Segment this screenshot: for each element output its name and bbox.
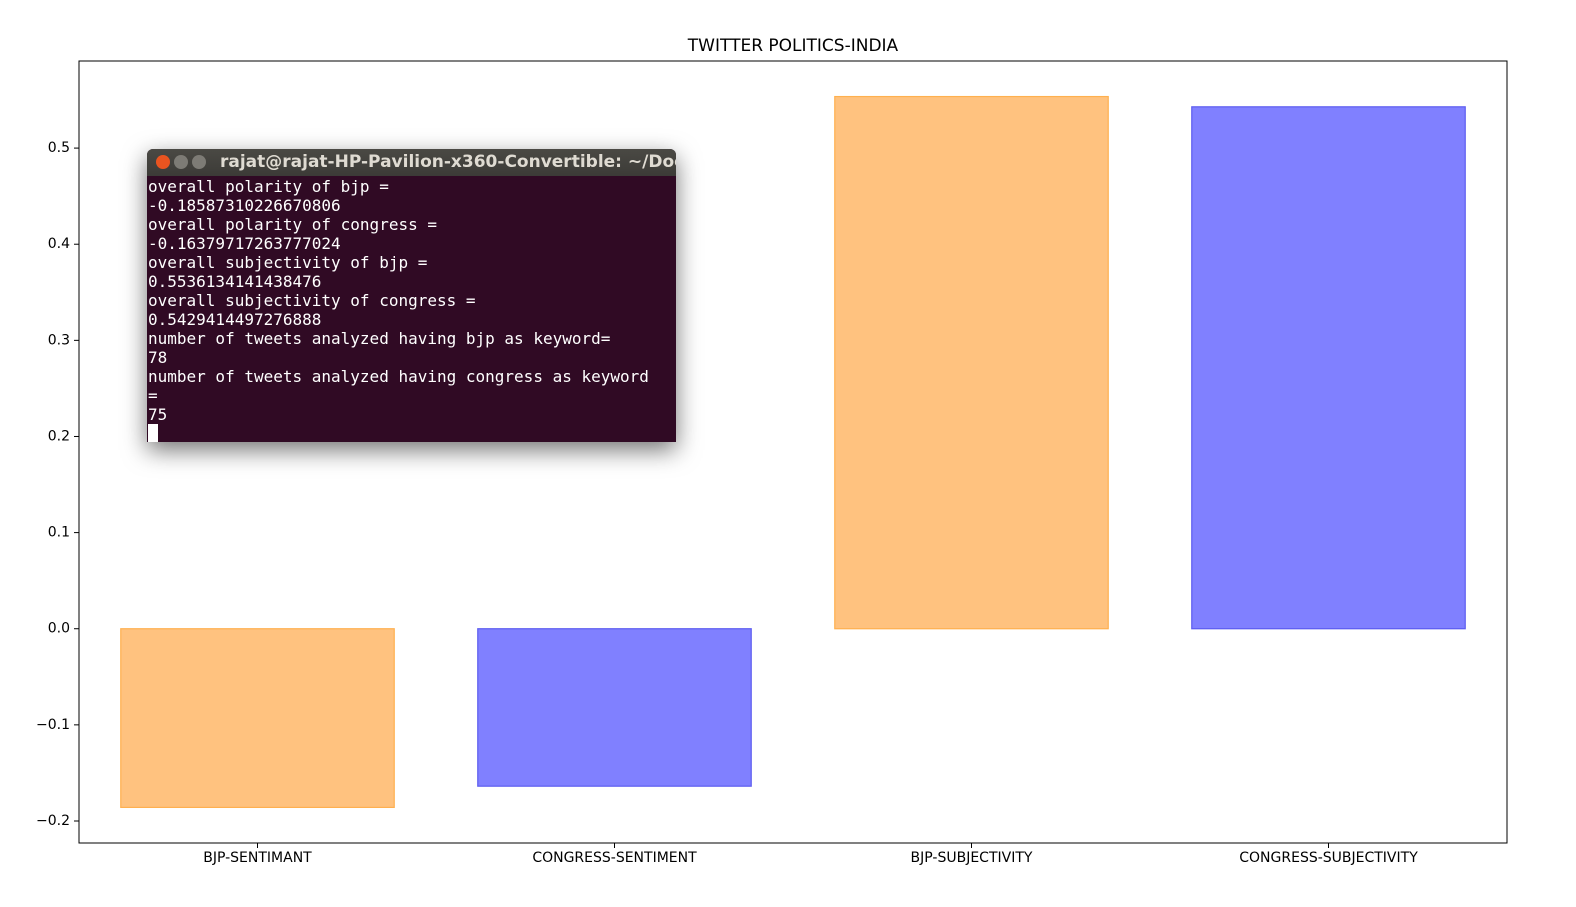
terminal-line: overall polarity of congress = <box>148 215 437 234</box>
terminal-line: -0.18587310226670806 <box>148 196 341 215</box>
title-bar: rajat@rajat-HP-Pavilion-x360-Convertible… <box>147 149 676 176</box>
x-tick-label: CONGRESS-SUBJECTIVITY <box>1239 850 1418 866</box>
terminal-line: number of tweets analyzed having bjp as … <box>148 329 611 348</box>
terminal-line: 0.5429414497276888 <box>148 310 322 329</box>
terminal-line: 75 <box>148 405 168 424</box>
terminal-line: number of tweets analyzed having congres… <box>148 367 649 386</box>
maximize-button[interactable] <box>192 155 206 169</box>
y-tick-label: 0.3 <box>48 332 70 348</box>
y-tick-label: 0.1 <box>48 525 70 541</box>
x-tick-label: CONGRESS-SENTIMENT <box>532 850 697 866</box>
minimize-button[interactable] <box>174 155 188 169</box>
terminal-line: 78 <box>148 348 168 367</box>
chart-title: TWITTER POLITICS-INDIA <box>687 36 899 56</box>
plot-frame <box>78 60 1508 844</box>
y-tick-label: 0.2 <box>48 428 70 444</box>
close-button[interactable] <box>156 155 170 169</box>
bar <box>120 628 395 809</box>
y-tick-label: −0.1 <box>36 717 70 733</box>
terminal-output: overall polarity of bjp = -0.185873102266… <box>147 176 676 442</box>
bar <box>477 628 752 787</box>
cursor <box>148 424 158 442</box>
terminal-line: overall subjectivity of congress = <box>148 291 476 310</box>
terminal-line: overall subjectivity of bjp = <box>148 253 428 272</box>
bar <box>834 95 1109 630</box>
window-title: rajat@rajat-HP-Pavilion-x360-Convertible… <box>220 152 676 172</box>
bar <box>1191 106 1466 630</box>
terminal-window[interactable]: rajat@rajat-HP-Pavilion-x360-Convertible… <box>147 149 676 442</box>
x-tick-label: BJP-SENTIMANT <box>203 850 312 866</box>
y-tick-label: 0.0 <box>48 621 70 637</box>
terminal-line: = <box>148 386 158 405</box>
terminal-line: 0.5536134141438476 <box>148 272 322 291</box>
terminal-line: -0.16379717263777024 <box>148 234 341 253</box>
y-tick-label: −0.2 <box>36 813 70 829</box>
y-tick-label: 0.5 <box>48 140 70 156</box>
y-tick-label: 0.4 <box>48 236 70 252</box>
terminal-line: overall polarity of bjp = <box>148 177 389 196</box>
x-tick-label: BJP-SUBJECTIVITY <box>911 850 1033 866</box>
